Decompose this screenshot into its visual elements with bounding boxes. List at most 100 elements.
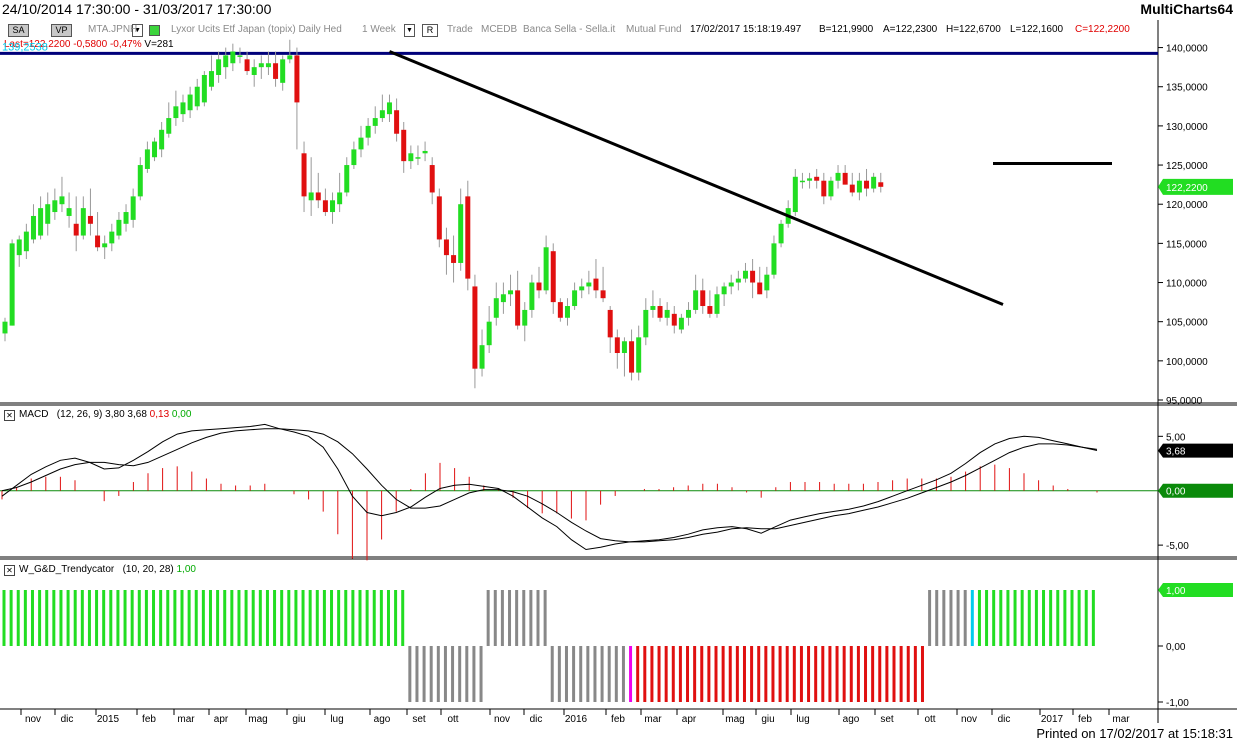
time-tick-label: mag: [248, 714, 267, 725]
close-box-icon[interactable]: ✕: [4, 410, 15, 421]
time-tick-label: apr: [214, 714, 229, 725]
candle-body: [137, 165, 143, 197]
candle-body: [657, 306, 663, 318]
macd-zero-badge: [1158, 483, 1233, 498]
candle-body: [280, 59, 286, 83]
resistance-value-label: 139,2538: [2, 41, 48, 53]
candle-body: [693, 290, 699, 310]
price-tick-label: 135,0000: [1166, 83, 1208, 94]
date-range: 24/10/2014 17:30:00 - 31/03/2017 17:30:0…: [2, 1, 272, 17]
dropdown-arrow-icon[interactable]: ▼: [404, 24, 415, 37]
time-tick-label: giu: [292, 714, 305, 725]
symbol-color-swatch[interactable]: [149, 25, 160, 36]
time-tick-label: ago: [843, 714, 860, 725]
time-tick-label: set: [412, 714, 426, 725]
candle-body: [479, 345, 485, 369]
price-tick-label: 115,0000: [1166, 239, 1207, 250]
candle-body: [864, 180, 870, 189]
candle-body: [807, 178, 813, 181]
macd-params: (12, 26, 9): [56, 409, 103, 420]
time-tick-label: feb: [1078, 714, 1092, 725]
resolution: 1 Week: [362, 24, 396, 35]
candle-body: [707, 306, 713, 314]
candle-body: [337, 192, 343, 205]
candle-body: [792, 176, 798, 213]
low: L=122,1600: [1010, 24, 1064, 35]
trend-value-badge: [1158, 583, 1233, 597]
candle-body: [472, 286, 478, 369]
candle-body: [814, 176, 820, 181]
time-tick-label: mar: [177, 714, 195, 725]
time-tick-label: 2016: [565, 714, 588, 725]
candle-body: [742, 270, 748, 279]
trendycator-label: ✕ W_G&D_Trendycator (10, 20, 28) 1,00: [4, 564, 196, 576]
candle-body: [265, 63, 271, 68]
time-tick-label: lug: [330, 714, 343, 725]
candle-body: [686, 309, 692, 318]
macd-value: 3,80: [105, 409, 125, 420]
candle-body: [678, 317, 684, 330]
time-tick-label: nov: [25, 714, 41, 725]
candle-body: [828, 180, 834, 197]
candle-body: [422, 150, 428, 154]
macd-title: MACD: [19, 409, 49, 420]
candle-body: [586, 282, 592, 287]
candle-body: [294, 55, 300, 103]
candle-body: [258, 63, 264, 68]
broker: Banca Sella - Sella.it: [523, 24, 616, 35]
candle-body: [95, 235, 101, 248]
candle-body: [529, 282, 535, 310]
candle-body: [379, 110, 385, 119]
candle-body: [600, 290, 606, 299]
candle-body: [451, 255, 457, 263]
high: H=122,6700: [946, 24, 1001, 35]
trendycator-params: (10, 20, 28): [122, 564, 174, 575]
trend-value-badge-label: 1,00: [1166, 586, 1186, 597]
candle-body: [536, 282, 542, 291]
candle-body: [173, 106, 179, 119]
candle-body: [358, 137, 364, 150]
candle-body: [244, 59, 250, 72]
candle-body: [287, 55, 293, 60]
time-tick-label: mar: [644, 714, 662, 725]
candle-body: [372, 118, 378, 126]
candle-body: [394, 110, 400, 134]
candle-body: [130, 196, 136, 220]
candle-body: [493, 298, 499, 318]
candle-body: [607, 309, 613, 338]
macd-tick-label: 5,00: [1166, 432, 1186, 443]
candle-body: [650, 306, 656, 310]
candle-body: [799, 180, 805, 183]
sa-button[interactable]: SA: [8, 24, 29, 37]
candle-body: [273, 63, 279, 79]
close-box-icon[interactable]: ✕: [4, 565, 15, 576]
candle-body: [16, 239, 22, 256]
mode-button[interactable]: R: [422, 24, 438, 37]
time-tick-label: nov: [961, 714, 977, 725]
candle-body: [515, 290, 521, 326]
last-price: Last=122,2200: [4, 39, 71, 50]
window-titlebar: 24/10/2014 17:30:00 - 31/03/2017 17:30:0…: [0, 0, 1237, 20]
trendycator-value: 1,00: [176, 564, 196, 575]
candle-body: [2, 321, 8, 334]
candle-body: [308, 192, 314, 201]
candle-body: [87, 215, 93, 224]
candle-body: [365, 125, 371, 138]
price-tick-label: 130,0000: [1166, 122, 1208, 133]
macd-line: [1, 423, 1098, 551]
vp-button[interactable]: VP: [51, 24, 72, 37]
data-type: Trade: [447, 24, 473, 35]
price-tick-label: 140,0000: [1166, 44, 1208, 55]
candle-body: [45, 204, 51, 224]
dropdown-arrow-icon[interactable]: ▼: [132, 24, 143, 37]
trendycator-title: W_G&D_Trendycator: [19, 564, 115, 575]
candle-body: [614, 337, 620, 354]
candle-body: [821, 180, 827, 197]
candle-body: [30, 215, 36, 240]
candle-body: [508, 290, 514, 295]
quote-time: 17/02/2017 15:18:19.497: [690, 24, 802, 35]
print-footer: Printed on 17/02/2017 at 15:18:31: [1036, 726, 1233, 741]
candle-body: [73, 223, 79, 236]
macd-zero-badge-label: 0,00: [1166, 487, 1186, 498]
